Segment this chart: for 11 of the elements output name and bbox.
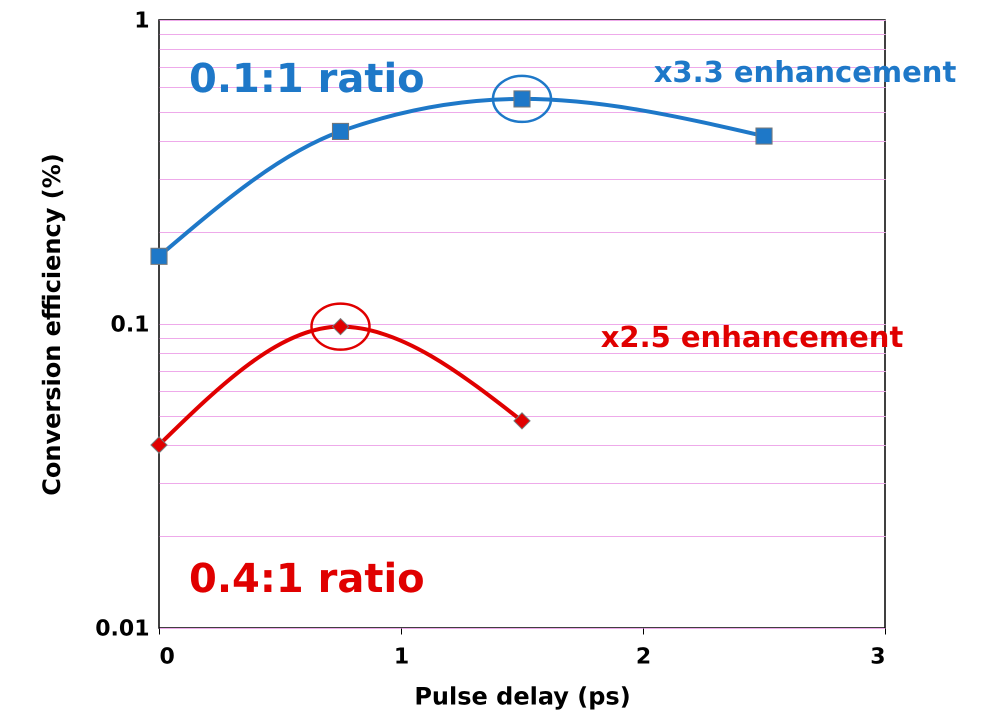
y-tick-label: 0.1 [110, 312, 150, 338]
y-axis-title: Conversion efficiency (%) [38, 153, 66, 496]
x-tick-label: 2 [636, 644, 652, 670]
y-tick-label: 0.01 [95, 616, 150, 642]
x-tick-label: 3 [870, 644, 886, 670]
legend-label: 0.1:1 ratio [189, 56, 425, 102]
text: 0.4:1 ratio [189, 556, 425, 602]
x-axis-title: Pulse delay (ps) [414, 682, 631, 710]
x-tick-label: 1 [394, 644, 410, 670]
x-tick-label: 0 [160, 644, 175, 670]
y-tick-label: 1 [134, 8, 150, 34]
